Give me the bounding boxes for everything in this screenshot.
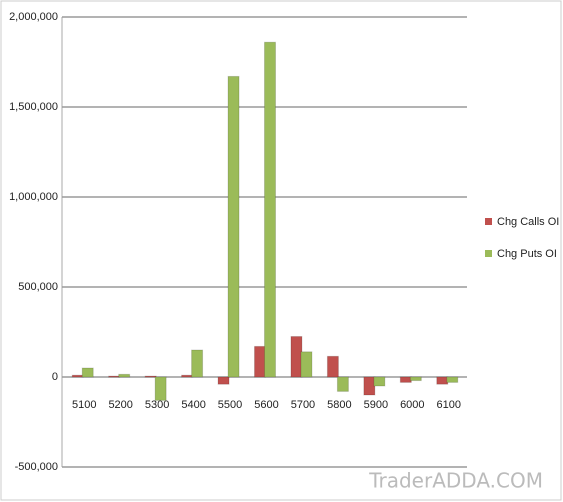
y-tick-label: 0 <box>52 371 58 383</box>
y-tick-label: 1,500,000 <box>9 101 58 113</box>
bar <box>290 336 303 378</box>
bar <box>300 351 313 378</box>
y-tick-label: 2,000,000 <box>9 11 58 23</box>
x-tick-label: 5900 <box>364 399 388 411</box>
bar <box>108 375 121 378</box>
bar <box>399 376 412 383</box>
x-tick-label: 5800 <box>327 399 351 411</box>
x-tick-label: 5700 <box>291 399 315 411</box>
bar <box>436 376 449 385</box>
legend-swatch <box>485 250 492 257</box>
x-tick-label: 6100 <box>437 399 461 411</box>
x-tick-label: 5600 <box>254 399 278 411</box>
bar <box>409 376 422 382</box>
y-tick-label: 1,000,000 <box>9 191 58 203</box>
bar <box>264 41 276 378</box>
bar <box>363 376 376 396</box>
x-tick-label: 5100 <box>72 399 96 411</box>
bar <box>154 376 167 401</box>
bar <box>227 75 240 378</box>
bar <box>373 376 386 387</box>
bar <box>181 374 194 378</box>
bar <box>81 367 94 378</box>
bar <box>144 375 157 378</box>
bar <box>254 345 266 378</box>
bar <box>71 374 84 378</box>
x-tick-label: 6000 <box>400 399 424 411</box>
legend-label: Chg Puts OI <box>497 248 557 260</box>
y-tick-label: -500,000 <box>15 461 58 473</box>
bar <box>326 355 339 378</box>
x-tick-label: 5200 <box>108 399 132 411</box>
bar <box>118 373 131 378</box>
x-tick-label: 5300 <box>145 399 169 411</box>
bar <box>446 376 459 383</box>
bar <box>191 349 204 378</box>
bar <box>336 376 349 392</box>
y-tick-label: 500,000 <box>18 281 58 293</box>
legend-swatch <box>485 218 492 225</box>
x-tick-label: 5500 <box>218 399 242 411</box>
legend-label: Chg Calls OI <box>497 216 559 228</box>
watermark: TraderADDA.COM <box>368 469 543 493</box>
x-tick-label: 5400 <box>181 399 205 411</box>
bar <box>217 376 230 385</box>
